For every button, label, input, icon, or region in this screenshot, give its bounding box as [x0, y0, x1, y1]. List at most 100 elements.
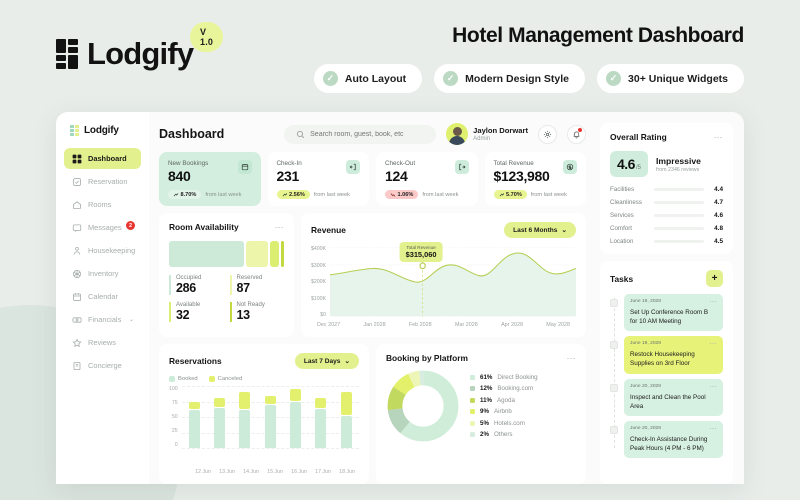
- chevron-down-icon: ⌄: [128, 317, 134, 323]
- user-role: Admin: [473, 135, 491, 142]
- kpi-note: from last week: [530, 191, 567, 198]
- kpi-card-check-out[interactable]: Check-Out 124 1.06% from last week: [376, 152, 478, 206]
- task-item[interactable]: June 20, 2028 ⋯ Inspect and Clean the Po…: [610, 378, 723, 416]
- bar-group[interactable]: [290, 386, 302, 448]
- rating-row: Services 4.6: [610, 212, 723, 219]
- add-task-button[interactable]: +: [706, 270, 723, 287]
- sidebar-item-messages[interactable]: Messages 2: [64, 217, 141, 238]
- sidebar-item-rooms[interactable]: Rooms: [64, 194, 141, 215]
- more-icon[interactable]: ⋯: [713, 131, 723, 142]
- y-tick: 75: [171, 400, 178, 406]
- reservations-range-select[interactable]: Last 7 Days ⌄: [294, 353, 359, 369]
- trend-up-icon: [282, 192, 287, 197]
- legend-item-booked: Booked: [169, 376, 198, 382]
- kpi-delta-value: 8.70%: [180, 191, 197, 198]
- platform-pct: 2%: [480, 431, 489, 439]
- availability-value: 286: [176, 281, 196, 295]
- rating-headline: Impressive: [655, 155, 701, 166]
- bell-desk-icon: [71, 360, 82, 371]
- more-icon[interactable]: ⋯: [709, 341, 717, 349]
- sidebar-item-concierge[interactable]: Concierge: [64, 355, 141, 376]
- feature-chip-label: Auto Layout: [344, 72, 407, 85]
- calendar-icon: [71, 291, 82, 302]
- availability-item-occupied: Occupied 286: [169, 275, 224, 295]
- kpi-card-total-revenue[interactable]: Total Revenue $123,980 5.70% from last w…: [484, 152, 586, 206]
- availability-item-available: Available 32: [169, 302, 224, 322]
- user-name: Jaylon Dorwart: [473, 126, 528, 136]
- x-tick: Feb 2028: [408, 322, 432, 328]
- bar-group[interactable]: [340, 386, 352, 448]
- more-icon[interactable]: ⋯: [709, 299, 717, 306]
- search-input[interactable]: [310, 130, 425, 138]
- search-box[interactable]: [284, 124, 437, 144]
- home-icon: [71, 199, 82, 210]
- box-icon: [71, 268, 82, 279]
- sidebar-item-reviews[interactable]: Reviews: [64, 332, 141, 353]
- more-icon[interactable]: ⋯: [709, 383, 717, 391]
- revenue-chart: $400K $300K $200K $100K $0: [311, 242, 576, 318]
- sidebar-item-label: Reservation: [88, 177, 128, 186]
- kpi-card-check-in[interactable]: Check-In 231 2.56% from last week: [267, 152, 369, 206]
- x-tick: Jan 2028: [363, 322, 386, 328]
- revenue-range-select[interactable]: Last 6 Months ⌄: [504, 222, 576, 238]
- sidebar-item-financials[interactable]: Financials ⌄: [64, 309, 141, 330]
- x-tick: 17 Jun: [315, 469, 331, 475]
- y-tick: 100: [169, 386, 178, 392]
- kpi-delta-badge: 2.56%: [276, 190, 310, 199]
- sidebar-item-inventory[interactable]: Inventory: [64, 263, 141, 284]
- task-checkbox[interactable]: [610, 425, 618, 434]
- platform-legend: 61% Direct Booking 12% Booking.com 11% Agod…: [470, 374, 538, 439]
- sidebar-item-reservation[interactable]: Reservation: [64, 171, 141, 192]
- bar-group[interactable]: [188, 386, 200, 448]
- kpi-label: New Bookings: [168, 160, 209, 167]
- bar-group[interactable]: [315, 386, 327, 448]
- task-text: Restock Housekeeping Supplies on 3rd Flo…: [630, 351, 695, 368]
- platform-label: Hotels.com: [493, 419, 525, 427]
- bar-group[interactable]: [239, 386, 251, 448]
- task-checkbox[interactable]: [610, 299, 618, 307]
- task-checkbox[interactable]: [610, 383, 618, 392]
- more-icon[interactable]: ⋯: [274, 221, 284, 232]
- platform-pct: 12%: [480, 385, 493, 393]
- card-title: Booking by Platform: [386, 353, 468, 363]
- revenue-x-axis: Dec 2027 Jan 2028 Feb 2028 Mar 2028 Apr …: [311, 318, 576, 328]
- rating-breakdown: Facilities 4.4 Cleanliness 4.7 Services …: [610, 186, 723, 245]
- user-profile[interactable]: Jaylon Dorwart Admin: [446, 123, 528, 145]
- rating-row-track: [654, 187, 704, 192]
- task-checkbox[interactable]: [610, 341, 618, 350]
- promo-header: Lodgify V 1.0 Hotel Management Dashboard…: [0, 0, 800, 112]
- task-item[interactable]: June 20, 2028 ⋯ Check-In Assistance Duri…: [610, 420, 723, 458]
- task-item[interactable]: June 19, 2028 ⋯ Restock Housekeeping Sup…: [610, 336, 723, 374]
- platform-item: 12% Booking.com: [470, 385, 538, 392]
- sidebar-item-dashboard[interactable]: Dashboard: [64, 148, 141, 169]
- bar-group[interactable]: [264, 386, 276, 448]
- feature-chips: ✓ Auto Layout ✓ Modern Design Style ✓ 30…: [313, 64, 744, 93]
- tasks-list: June 19, 2028 ⋯ Set Up Conference Room B…: [610, 294, 723, 458]
- sidebar-item-calendar[interactable]: Calendar: [64, 286, 141, 307]
- task-item[interactable]: June 19, 2028 ⋯ Set Up Conference Room B…: [610, 294, 723, 332]
- x-tick: May 2028: [546, 322, 570, 328]
- task-date: June 19, 2028: [630, 341, 662, 347]
- y-tick: $0: [320, 312, 327, 318]
- login-icon: [346, 160, 360, 174]
- rating-row-label: Location: [610, 238, 634, 245]
- more-icon[interactable]: ⋯: [566, 352, 576, 363]
- kpi-note: from last week: [313, 191, 350, 198]
- card-title: Reservations: [169, 356, 222, 366]
- revenue-tooltip: Total Revenue $315,060: [399, 242, 443, 262]
- sidebar-item-housekeeping[interactable]: Housekeeping: [64, 240, 141, 261]
- more-icon[interactable]: ⋯: [709, 425, 717, 433]
- kpi-card-new-bookings[interactable]: New Bookings 840 8.70% from last week: [159, 152, 261, 206]
- rating-row-track: [654, 213, 704, 218]
- chevron-down-icon: ⌄: [561, 227, 567, 234]
- availability-value: 87: [236, 281, 251, 295]
- settings-button[interactable]: [538, 124, 557, 144]
- bar-group[interactable]: [214, 386, 226, 448]
- clipboard-icon: [71, 176, 82, 187]
- page-title: Dashboard: [159, 127, 225, 141]
- star-icon: [71, 337, 82, 348]
- brand-logo: Lodgify V 1.0: [56, 22, 224, 72]
- platform-label: Agoda: [497, 396, 515, 404]
- x-tick: 14 Jun: [243, 469, 259, 475]
- notifications-button[interactable]: [567, 124, 586, 144]
